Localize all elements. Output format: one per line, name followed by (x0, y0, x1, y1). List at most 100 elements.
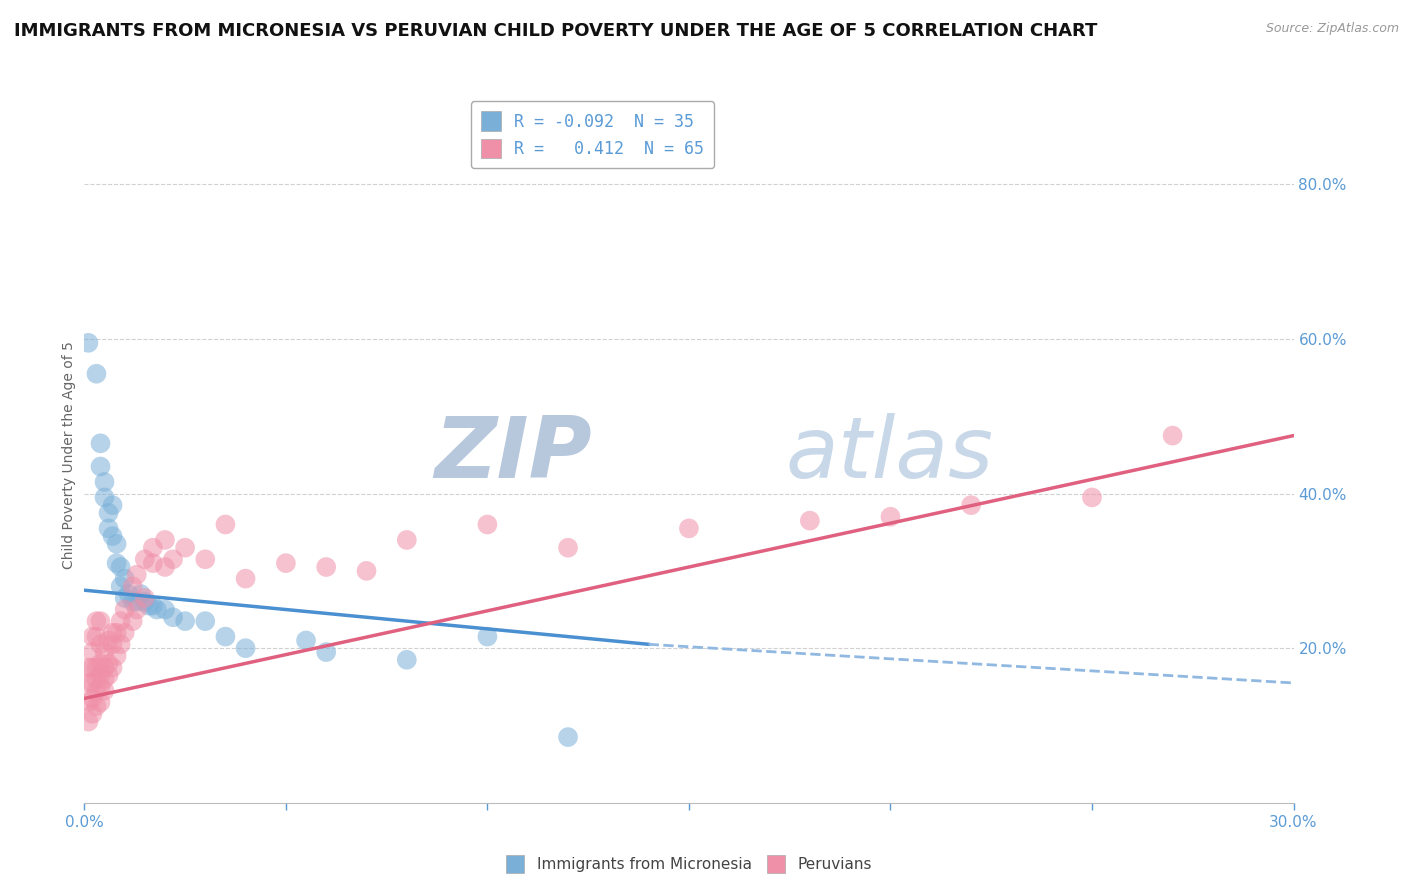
Point (356, 564, 378, 578)
Point (678, 521, 700, 535)
Point (77, 695, 100, 709)
Point (82, 691, 104, 706)
Point (86, 699, 108, 714)
Point (274, 556, 297, 570)
Point (110, 614, 132, 628)
Point (89, 436, 111, 450)
Point (162, 610, 184, 624)
Point (89, 459, 111, 474)
Text: Source: ZipAtlas.com: Source: ZipAtlas.com (1265, 22, 1399, 36)
Point (105, 556, 128, 570)
Point (125, 602, 148, 616)
Point (142, 556, 165, 570)
Point (118, 587, 141, 601)
Point (101, 529, 124, 543)
Point (134, 591, 156, 605)
Point (194, 614, 217, 628)
Point (86, 660, 108, 674)
Point (82, 630, 104, 644)
Point (174, 614, 197, 628)
Point (105, 537, 128, 551)
Point (86, 614, 108, 628)
Point (86, 683, 108, 698)
Point (110, 637, 132, 651)
Point (194, 552, 217, 566)
Point (93, 491, 115, 505)
Point (134, 595, 156, 609)
Point (114, 602, 136, 616)
Text: atlas: atlas (786, 413, 994, 497)
Text: ZIP: ZIP (434, 413, 592, 497)
Legend: Immigrants from Micronesia, Peruvians: Immigrants from Micronesia, Peruvians (501, 849, 877, 879)
Point (129, 587, 152, 601)
Point (89, 668, 111, 682)
Text: IMMIGRANTS FROM MICRONESIA VS PERUVIAN CHILD POVERTY UNDER THE AGE OF 5 CORRELAT: IMMIGRANTS FROM MICRONESIA VS PERUVIAN C… (14, 22, 1098, 40)
Point (93, 672, 115, 686)
Point (89, 657, 111, 671)
Point (114, 625, 136, 640)
Point (101, 660, 124, 674)
Point (295, 633, 318, 648)
Point (97, 668, 120, 682)
Point (93, 475, 115, 489)
Point (89, 680, 111, 694)
Point (477, 517, 499, 532)
Point (93, 683, 115, 698)
Point (105, 625, 128, 640)
Point (153, 533, 176, 547)
Point (114, 572, 136, 586)
Point (214, 630, 236, 644)
Point (89, 614, 111, 628)
Point (235, 641, 257, 656)
Point (77, 676, 100, 690)
Point (214, 517, 236, 532)
Point (142, 541, 165, 555)
Point (82, 645, 104, 659)
Point (86, 672, 108, 686)
Point (395, 653, 418, 667)
Point (138, 599, 160, 613)
Point (93, 660, 115, 674)
Point (101, 625, 124, 640)
Point (82, 706, 104, 721)
Point (110, 560, 132, 574)
Point (315, 560, 337, 574)
Point (82, 676, 104, 690)
Point (153, 560, 176, 574)
Point (960, 498, 983, 512)
Point (97, 506, 120, 520)
Point (89, 637, 111, 651)
Point (134, 552, 156, 566)
Point (97, 657, 120, 671)
Point (1161, 428, 1184, 442)
Point (77, 335, 100, 350)
Y-axis label: Child Poverty Under the Age of 5: Child Poverty Under the Age of 5 (62, 341, 76, 569)
Point (77, 660, 100, 674)
Point (121, 614, 143, 628)
Point (879, 509, 901, 524)
Point (89, 695, 111, 709)
Point (114, 591, 136, 605)
Point (97, 521, 120, 535)
Point (105, 648, 128, 663)
Point (86, 367, 108, 381)
Point (82, 660, 104, 674)
Point (235, 572, 257, 586)
Point (557, 541, 579, 555)
Point (77, 714, 100, 729)
Point (799, 514, 821, 528)
Point (97, 633, 120, 648)
Point (125, 567, 148, 582)
Point (153, 602, 176, 616)
Point (121, 579, 143, 593)
Point (1081, 491, 1104, 505)
Point (395, 533, 418, 547)
Point (125, 595, 148, 609)
Point (93, 645, 115, 659)
Point (174, 541, 197, 555)
Point (110, 579, 132, 593)
Point (315, 645, 337, 659)
Point (121, 595, 143, 609)
Point (146, 602, 169, 616)
Point (101, 637, 124, 651)
